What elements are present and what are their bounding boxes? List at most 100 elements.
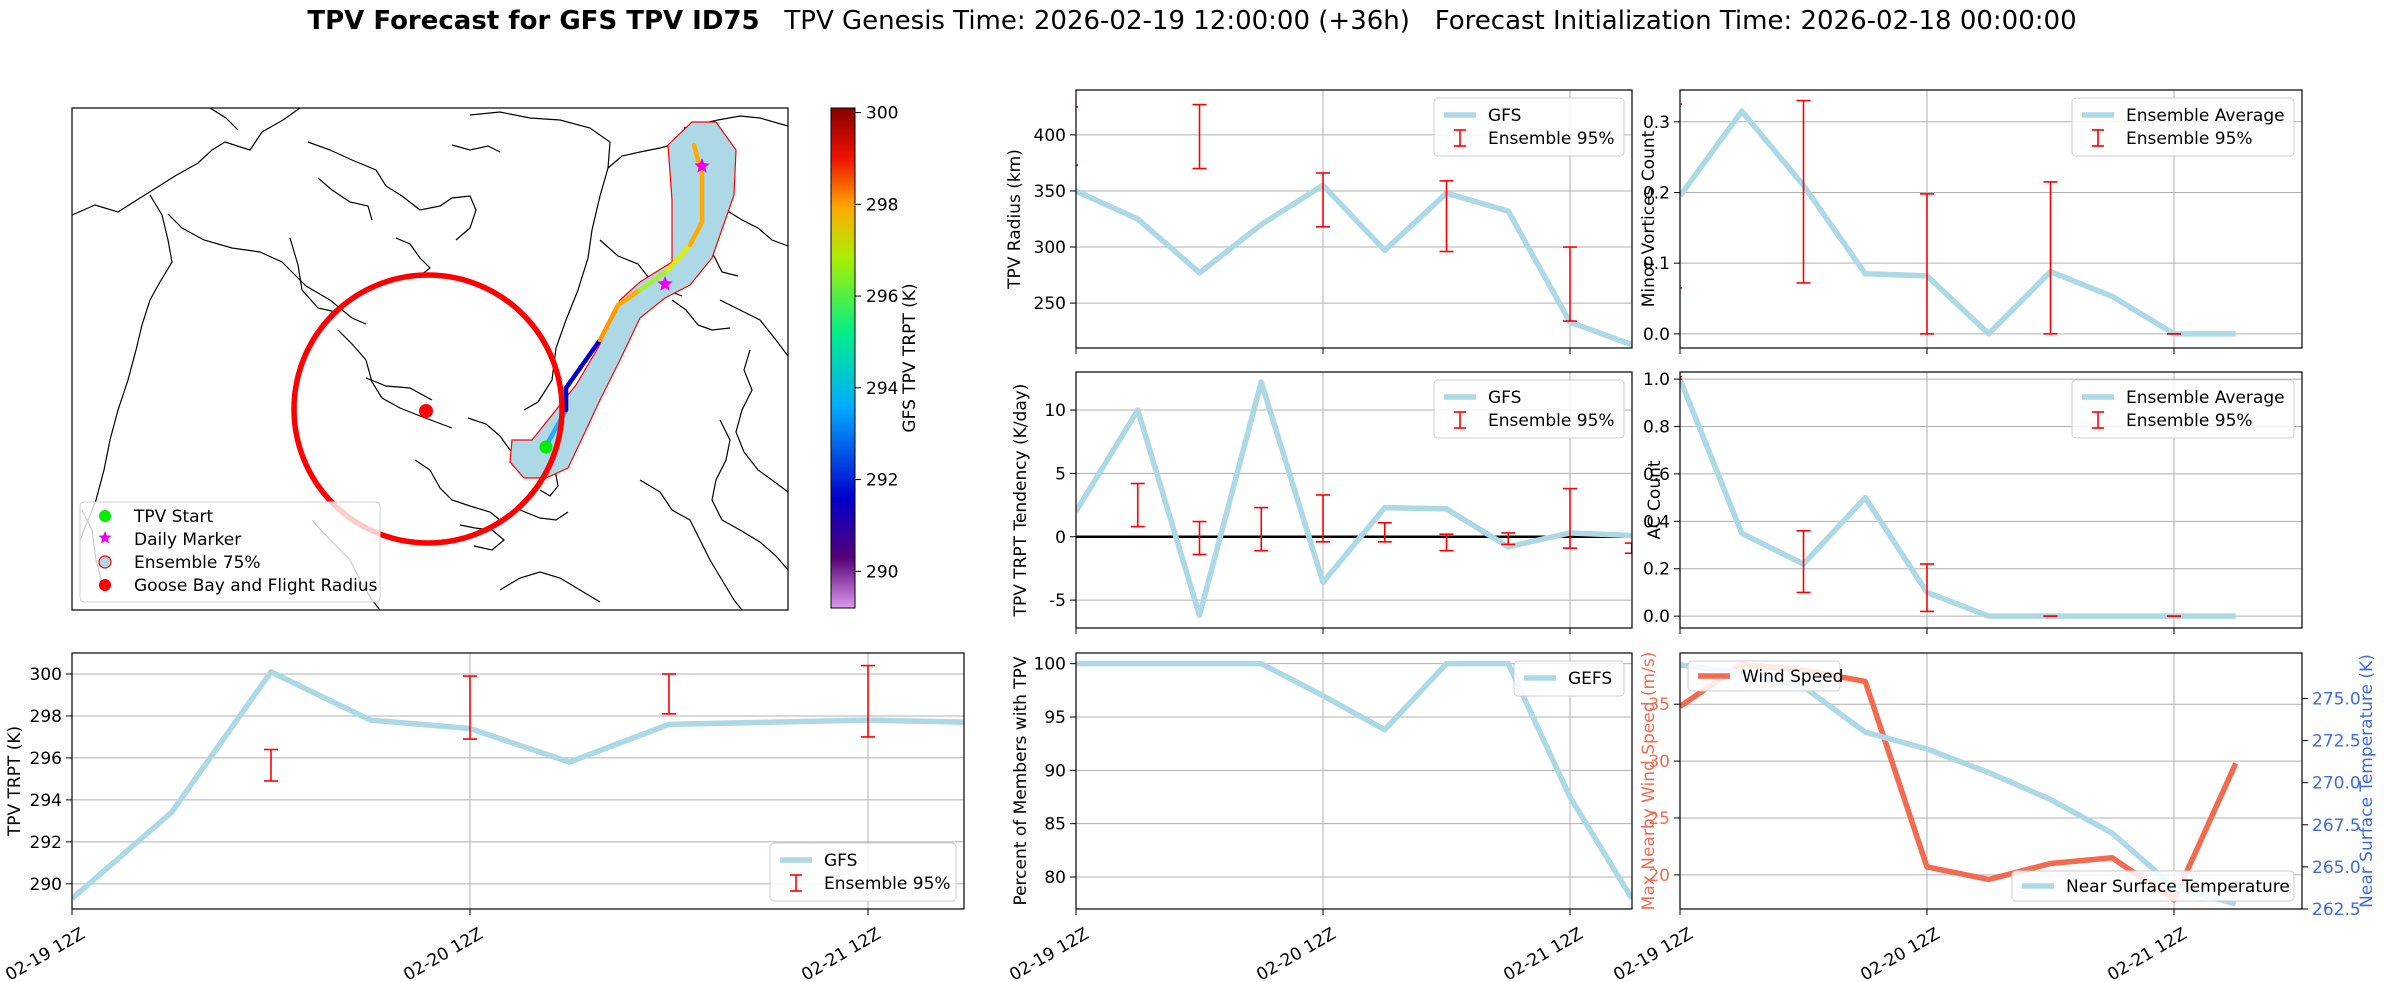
ensemble-errorbars: [264, 664, 875, 782]
legend-temp-label: Near Surface Temperature: [2066, 877, 2290, 897]
legend-daily-label: Daily Marker: [134, 530, 241, 550]
legend-start-icon: [99, 510, 111, 522]
legend-label: Ensemble 95%: [1488, 411, 1615, 431]
panel-frame: [1679, 89, 2303, 349]
y2-tick-label: 270.0: [2312, 774, 2361, 794]
y-axis: -5 0 5 10: [1044, 401, 1076, 611]
colorbar-tick-label: 294: [866, 379, 898, 399]
legend-box: [2011, 870, 2295, 902]
legend: GFS Ensemble 95%: [1433, 97, 1625, 157]
y-axis-label: TPV Radius (km): [1005, 149, 1025, 290]
y-tick-label: 300: [1034, 238, 1066, 258]
legend-box: [1513, 660, 1625, 697]
legend-ensemble-icon: [98, 555, 112, 569]
x-axis: [1075, 348, 1571, 354]
y-axis-label: TPV TRPT (K): [5, 726, 25, 837]
y-tick-label: 85: [1044, 815, 1066, 835]
legend-box: [1433, 379, 1625, 439]
legend: Wind Speed Near Surface Temperature: [1687, 660, 2295, 902]
trpt-colorbar: 290 292 294 296 298 300 GFS TPV TRPT (K): [830, 104, 920, 609]
legend-label: GFS: [824, 851, 857, 871]
y-tick-label: 90: [1044, 761, 1066, 781]
y-tick-label: 0.6: [1643, 465, 1670, 485]
legend-goose-bay-icon: [99, 579, 111, 591]
map-frame: [71, 107, 789, 611]
colorbar-tick-label: 290: [866, 562, 898, 582]
y-axis-label: AC Count: [1645, 460, 1665, 539]
y-tick-label: 5: [1055, 464, 1066, 484]
y-axis: 250 300 350 400: [1034, 126, 1076, 314]
panel-radius: 250 300 350 400 TPV Radius (km) GFS Ensemble 9…: [1005, 89, 1633, 354]
colorbar-tick-label: 292: [866, 471, 898, 491]
y-axis: 20 25 30 35: [1648, 695, 1680, 886]
title-genesis-time: TPV Genesis Time: 2026-02-19 12:00:00 (+…: [784, 6, 1410, 36]
x-tick-label: 02-21 12Z: [2104, 924, 2190, 982]
y2-tick-label: 267.5: [2312, 816, 2361, 836]
series-line-gfs: [1076, 182, 1632, 348]
legend-box: [1433, 97, 1625, 157]
legend: Ensemble Average Ensemble 95%: [2071, 379, 2295, 439]
x-axis: 02-19 12Z 02-20 12Z 02-21 12Z: [1006, 909, 1587, 982]
y-axis: 290 292 294 296 298 300: [30, 665, 72, 895]
x-tick-label: 02-20 12Z: [400, 924, 486, 982]
legend-label: GFS: [1488, 388, 1521, 408]
y2-tick-label: 265.0: [2312, 858, 2361, 878]
y2-tick-label: 272.5: [2312, 732, 2361, 752]
plot-area: [72, 664, 964, 901]
x-axis: [1679, 628, 2175, 634]
y-tick-label: 0.1: [1643, 254, 1670, 274]
legend-label: GFS: [1488, 106, 1521, 126]
y-tick-label: 0.3: [1643, 113, 1670, 133]
panel-frame: [1075, 89, 1633, 349]
y-tick-label: 0.2: [1643, 560, 1670, 580]
colorbar-label: GFS TPV TRPT (K): [900, 283, 920, 432]
series-line-near-surface-temperature: [1680, 662, 2237, 907]
y-tick-label: 250: [1034, 294, 1066, 314]
y-tick-label: 20: [1648, 866, 1670, 886]
x-axis: [1679, 348, 2175, 354]
y-tick-label: 0.4: [1643, 512, 1670, 532]
x-tick-label: 02-19 12Z: [1610, 924, 1696, 982]
plot-area: [1680, 661, 2239, 907]
y-axis-label: Minor Vortices Count: [1639, 130, 1659, 307]
daily-marker: [694, 158, 710, 173]
series-line-gefs: [1076, 660, 1632, 900]
x-tick-label: 02-20 12Z: [1857, 924, 1943, 982]
y-tick-label: 350: [1034, 182, 1066, 202]
y-tick-label: 294: [30, 791, 62, 811]
y-tick-label: 0: [1055, 528, 1066, 548]
y-tick-label: 0.0: [1643, 607, 1670, 627]
y2-tick-label: 262.5: [2312, 900, 2361, 920]
x-axis: 02-19 12Z 02-20 12Z 02-21 12Z: [1610, 909, 2191, 982]
y-tick-label: 80: [1044, 868, 1066, 888]
series-line-gfs: [1076, 379, 1632, 619]
legend-label: Ensemble 95%: [2126, 129, 2253, 149]
colorbar-tick-label: 300: [866, 104, 898, 124]
y-tick-label: 0.2: [1643, 183, 1670, 203]
colorbar-tick-label: 298: [866, 195, 898, 215]
plot-area: [1076, 660, 1632, 900]
x-axis: 02-19 12Z 02-20 12Z 02-21 12Z: [2, 909, 885, 982]
legend: GFS Ensemble 95%: [1433, 379, 1625, 439]
y-tick-label: 25: [1648, 809, 1670, 829]
ensemble-errorbars: [1130, 482, 1632, 556]
figure-title: TPV Forecast for GFS TPV ID75 TPV Genesi…: [0, 6, 2384, 36]
x-tick-label: 02-20 12Z: [1253, 924, 1339, 982]
y-axis: 80 85 90 95 100: [1034, 655, 1076, 888]
legend-label: Ensemble Average: [2126, 106, 2285, 126]
legend-label: Ensemble 95%: [1488, 129, 1615, 149]
legend: GFS Ensemble 95%: [769, 842, 957, 902]
y-tick-label: 10: [1044, 401, 1066, 421]
y-tick-label: 296: [30, 749, 62, 769]
y-axis-label: Percent of Members with TPV: [1011, 656, 1031, 905]
y2-tick-label: 275.0: [2312, 689, 2361, 709]
series-line-ensemble-average: [1680, 378, 2236, 619]
panel-frame: [1075, 652, 1633, 910]
panel-tendency: -5 0 5 10 TPV TRPT Tendency (K/day) GFS Ensemb…: [1011, 371, 1633, 634]
plot-area: [1680, 99, 2236, 337]
series-line-gfs: [72, 669, 964, 901]
legend-box: [1687, 660, 1841, 692]
